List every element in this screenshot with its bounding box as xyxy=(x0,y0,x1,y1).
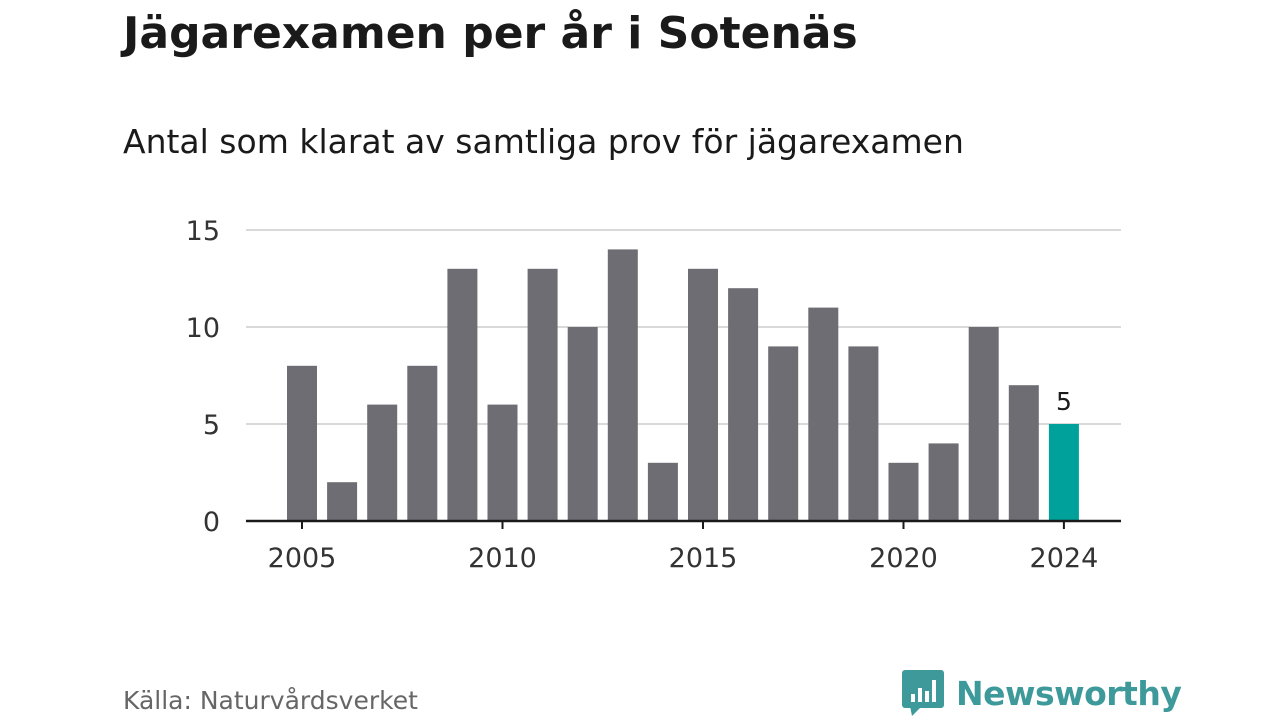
y-tick-label: 0 xyxy=(203,507,220,538)
bar-2006 xyxy=(327,482,358,521)
bar-2018 xyxy=(808,307,839,521)
bars xyxy=(287,249,1079,521)
brand-logo: Newsworthy xyxy=(902,670,1182,716)
bar-2024 xyxy=(1048,424,1079,521)
bar-2005 xyxy=(287,365,317,521)
bar-2007 xyxy=(367,404,398,521)
x-tick-label: 2015 xyxy=(669,543,738,574)
x-tick-label: 2010 xyxy=(468,543,537,574)
bar-2013 xyxy=(607,249,638,521)
x-axis xyxy=(246,519,1121,529)
x-tick-label: 2005 xyxy=(268,543,337,574)
data-label-2024: 5 xyxy=(1056,387,1072,416)
bar-2022 xyxy=(968,327,999,521)
newsworthy-logo-icon xyxy=(902,670,944,716)
bar-2016 xyxy=(728,288,759,521)
y-tick-label: 15 xyxy=(186,216,220,247)
chart-title: Jägarexamen per år i Sotenäs xyxy=(123,8,858,59)
source-note: Källa: Naturvårdsverket xyxy=(123,686,418,715)
x-tick-label: 2024 xyxy=(1030,543,1099,574)
y-tick-label: 5 xyxy=(203,410,220,441)
chart-subtitle: Antal som klarat av samtliga prov för jä… xyxy=(123,122,964,161)
x-tick-label: 2020 xyxy=(869,543,938,574)
labels: 0 5 10 15 2005 2010 2015 2020 2024 5 xyxy=(186,216,1099,574)
bar-2015 xyxy=(688,268,718,521)
bar-2014 xyxy=(647,462,678,521)
bar-2020 xyxy=(888,462,919,521)
brand-name: Newsworthy xyxy=(956,673,1182,713)
bar-2017 xyxy=(768,346,799,521)
bar-2021 xyxy=(928,443,959,521)
bar-2011 xyxy=(527,268,558,521)
bar-2009 xyxy=(447,268,478,521)
bar-2008 xyxy=(407,365,438,521)
bar-2023 xyxy=(1008,385,1039,521)
bar-2019 xyxy=(848,346,879,521)
bar-2012 xyxy=(567,327,598,521)
bar-2010 xyxy=(487,404,518,521)
y-tick-label: 10 xyxy=(186,313,220,344)
